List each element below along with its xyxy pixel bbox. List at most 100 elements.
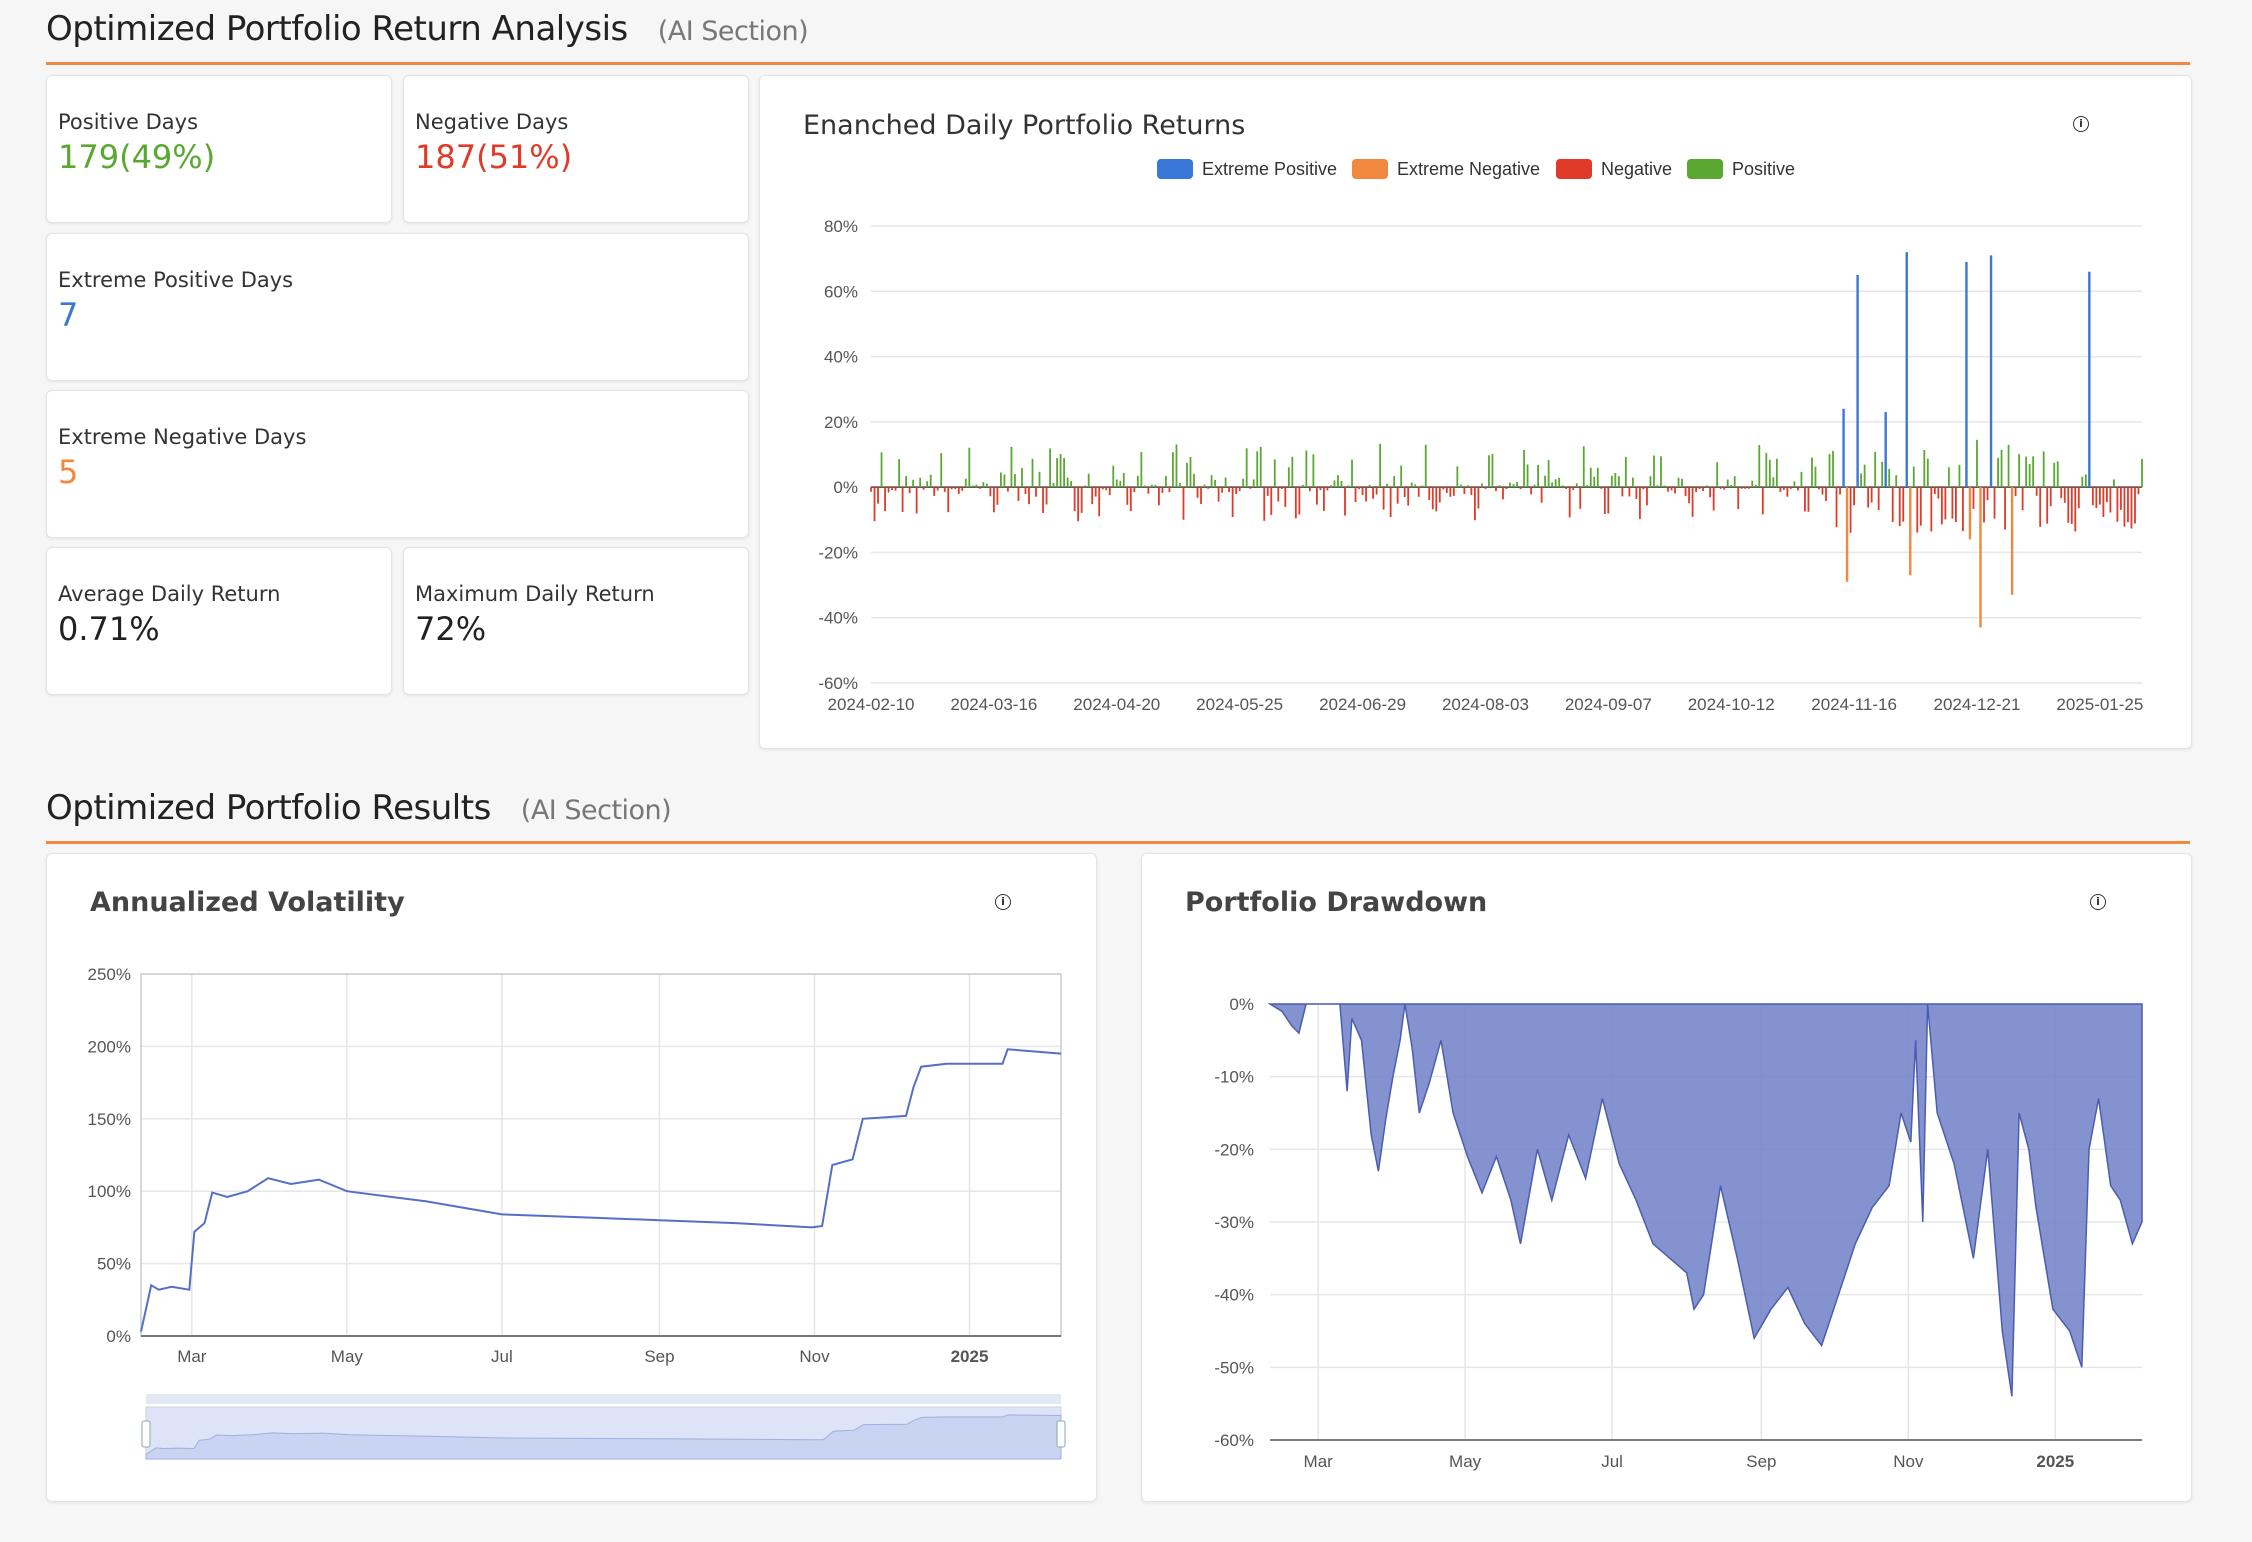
bar-negative [1344,487,1346,516]
bar-positive [1140,452,1143,488]
bar-positive [1122,472,1125,488]
bar-positive [1832,450,1834,488]
bar-positive [926,481,929,488]
bar-negative [1891,487,1894,523]
bar-negative [1077,487,1080,522]
bar-positive [1533,484,1536,488]
bar-positive [1154,484,1157,488]
bar-positive [964,478,967,488]
bar-positive [1351,459,1353,488]
bar-negative [1691,487,1694,517]
y-tick-label: 100% [88,1182,131,1201]
y-tick-label: -60% [1214,1431,1254,1450]
bar-positive [1038,471,1041,488]
bar-negative [1695,487,1697,493]
y-tick-label: 80% [824,217,858,236]
stat-card-maximum-daily-return: Maximum Daily Return 72% [403,547,749,695]
bar-negative [1951,487,1954,519]
bar-negative [1568,487,1571,518]
bar-negative [1470,487,1473,496]
y-tick-label: -60% [818,674,858,693]
bar-negative [1600,487,1603,489]
y-tick-label: 0% [106,1327,131,1346]
bar-negative [1933,487,1936,495]
bar-positive [940,453,943,488]
bar-negative [908,487,911,494]
bar-positive [1119,480,1122,488]
stat-card-extreme-negative-days: Extreme Negative Days 5 [46,390,749,538]
y-tick-label: -40% [818,609,858,628]
chart-title: Portfolio Drawdown [1185,887,1488,918]
bar-negative [1280,487,1283,490]
bar-negative [961,487,964,491]
bar-negative [1042,487,1044,514]
bar-positive [1895,475,1898,488]
bar-extreme-negative [2010,487,2014,595]
bar-negative [873,487,876,522]
bar-positive [985,483,988,488]
bar-positive [1660,456,1662,488]
stat-value: 179(49%) [58,138,216,176]
bar-positive [1014,474,1016,488]
bar-negative [1129,487,1132,512]
bar-negative [1105,487,1108,491]
y-tick-label: 0% [1229,995,1254,1014]
bar-positive [1923,450,1926,488]
x-tick-label: 2025 [951,1347,989,1366]
bar-negative [1249,487,1252,489]
bar-negative [1540,487,1543,503]
bar-negative [1684,487,1687,497]
bar-positive [1610,475,1613,488]
bar-negative [1435,487,1438,512]
chart-title: Enanched Daily Portfolio Returns [803,110,1246,141]
x-tick-label: Sep [644,1347,674,1366]
bar-negative [936,487,939,491]
bar-negative [1502,487,1504,500]
bar-negative [1986,487,1989,501]
stat-card-positive-days: Positive Days 179(49%) [46,75,392,223]
bar-negative [1108,487,1111,496]
bar-negative [2049,487,2052,507]
bar-negative [1983,487,1985,523]
x-tick-label: 2024-12-21 [1933,695,2020,714]
bar-positive [1656,485,1659,488]
bar-negative [2060,487,2063,499]
bar-negative [1972,487,1975,510]
info-icon[interactable]: i [2090,894,2106,910]
bar-positive [1874,451,1877,488]
bar-negative [1635,487,1638,499]
bar-positive [1593,476,1596,488]
bar-negative [1231,487,1234,518]
x-tick-label: 2024-06-29 [1319,695,1406,714]
stat-label: Positive Days [58,110,199,134]
bar-negative [1316,487,1318,505]
y-tick-label: 250% [88,965,131,984]
bar-negative [1579,487,1582,509]
bar-negative [1045,487,1048,505]
bar-negative [2123,487,2126,527]
bar-negative [1463,487,1466,495]
info-icon[interactable]: i [995,894,1011,910]
bar-positive [1084,485,1087,488]
bar-positive [1558,477,1561,488]
bar-positive [929,474,932,488]
bar-positive [1881,461,1884,488]
bar-negative [1007,487,1009,492]
legend-label: Extreme Positive [1202,159,1337,179]
bar-negative [1670,487,1673,491]
y-tick-label: 20% [824,413,858,432]
bar-positive [1252,479,1255,488]
bar-negative [2130,487,2133,529]
bar-negative [1073,487,1076,512]
bar-positive [1947,467,1950,488]
bar-positive [1775,458,1778,488]
bar-negative [1182,487,1185,520]
bar-negative [1196,487,1199,498]
bar-positive [1305,450,1308,488]
bar-negative [1807,487,1810,512]
bar-negative [2127,487,2129,523]
bar-extreme-positive [1856,274,1859,488]
bar-negative [1821,487,1824,495]
bar-negative [1519,487,1522,490]
info-icon[interactable]: i [2073,116,2089,132]
